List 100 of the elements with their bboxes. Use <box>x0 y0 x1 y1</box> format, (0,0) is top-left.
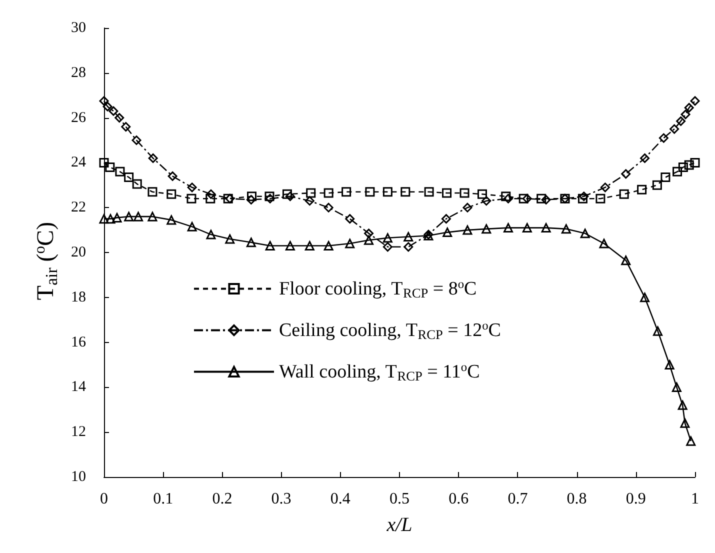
point <box>541 223 551 233</box>
point <box>382 187 392 197</box>
point <box>640 153 650 163</box>
point <box>482 224 492 234</box>
point <box>206 230 216 240</box>
x-tick-label: 0 <box>100 490 108 508</box>
point <box>561 224 571 234</box>
point <box>460 188 470 198</box>
point <box>676 116 686 126</box>
x-tick-label: 0.4 <box>330 490 350 508</box>
point <box>206 194 216 204</box>
point <box>522 223 532 233</box>
point <box>518 194 528 204</box>
point <box>187 222 197 232</box>
point <box>462 202 472 212</box>
x-tick-label: 0.2 <box>212 490 232 508</box>
point <box>187 182 197 192</box>
point <box>148 187 158 197</box>
point <box>621 169 631 179</box>
point <box>619 189 629 199</box>
point <box>132 136 142 145</box>
point <box>680 418 690 428</box>
point <box>652 180 662 190</box>
point <box>684 102 694 112</box>
x-tick-label: 0.7 <box>508 490 528 508</box>
point <box>658 133 668 143</box>
x-tick-label: 0.3 <box>271 490 292 508</box>
point <box>345 214 355 224</box>
point <box>99 158 109 168</box>
point <box>600 182 610 192</box>
point <box>148 212 158 222</box>
y-axis-title: Tair (oC) <box>32 222 61 300</box>
point <box>672 382 682 392</box>
point <box>99 214 109 224</box>
y-tick-label: 30 <box>71 20 86 36</box>
point <box>640 292 650 302</box>
point <box>364 235 374 245</box>
x-tick-label: 0.9 <box>626 490 646 508</box>
point <box>424 187 434 197</box>
point <box>166 215 176 225</box>
point <box>225 234 235 244</box>
point <box>382 233 392 243</box>
point <box>670 124 680 134</box>
x-tick-label: 0.6 <box>448 490 469 508</box>
x-tick-label: 1 <box>691 490 699 508</box>
point <box>246 238 256 248</box>
point <box>124 212 134 222</box>
point <box>637 184 647 194</box>
point <box>124 172 134 182</box>
point <box>324 241 334 251</box>
point <box>678 400 688 410</box>
point <box>580 228 590 238</box>
y-tick-label: 10 <box>71 469 86 485</box>
y-tick-label: 20 <box>71 244 86 260</box>
point <box>114 113 124 123</box>
point <box>247 192 256 202</box>
y-tick-label: 12 <box>71 424 86 440</box>
point <box>672 166 682 176</box>
point <box>186 194 196 204</box>
y-tick-label: 16 <box>71 334 86 350</box>
point <box>342 187 352 197</box>
point <box>365 187 375 197</box>
point <box>690 158 700 168</box>
point <box>442 228 452 238</box>
point <box>653 326 663 336</box>
point <box>132 179 142 189</box>
point <box>482 196 492 206</box>
point <box>541 194 551 204</box>
y-tick-label: 22 <box>71 200 86 216</box>
point <box>324 202 334 212</box>
point <box>148 153 158 163</box>
point <box>596 194 606 204</box>
point <box>304 241 314 251</box>
point <box>621 256 631 266</box>
x-tick-label: 0.5 <box>390 490 410 508</box>
point <box>680 110 690 120</box>
point <box>660 172 670 182</box>
x-tick-label: 0.1 <box>153 490 174 508</box>
point <box>108 106 118 116</box>
point <box>345 238 355 248</box>
point <box>462 225 472 235</box>
point <box>105 162 115 172</box>
point <box>282 189 292 199</box>
point <box>121 122 131 132</box>
point <box>404 232 414 242</box>
point <box>102 102 112 112</box>
point <box>536 194 546 204</box>
point <box>115 166 125 176</box>
point <box>364 228 374 238</box>
point <box>265 241 275 251</box>
point <box>664 360 674 370</box>
point <box>686 436 696 446</box>
y-tick-label: 18 <box>71 289 86 306</box>
point <box>382 242 392 252</box>
point <box>285 241 295 251</box>
point <box>442 188 452 198</box>
y-tick-label: 26 <box>71 110 86 126</box>
point <box>168 171 178 181</box>
point <box>206 189 216 199</box>
point <box>503 223 513 233</box>
